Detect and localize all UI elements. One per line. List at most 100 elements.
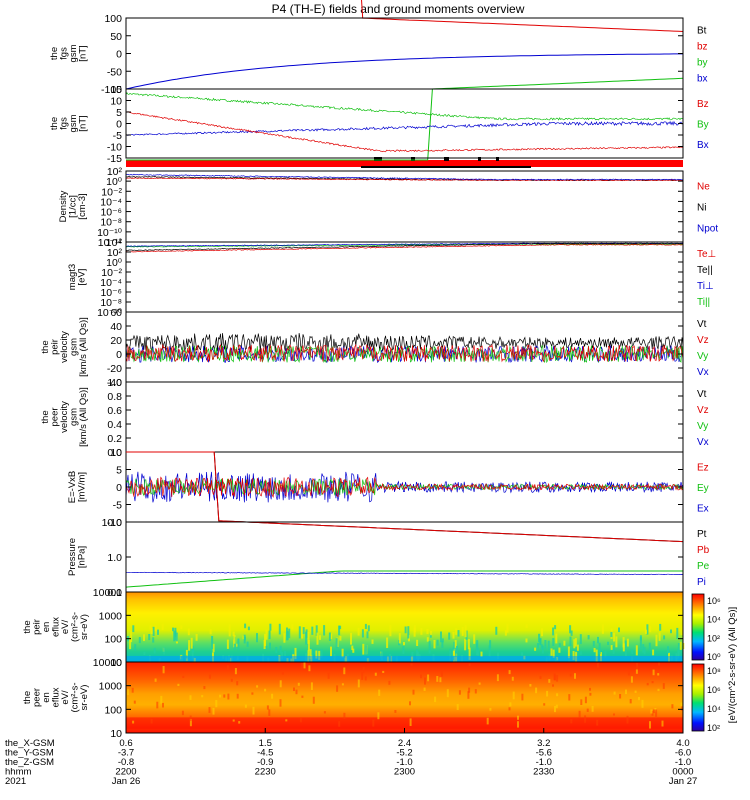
- spectrogram-texture: [543, 703, 546, 706]
- spectrogram-texture: [330, 633, 333, 640]
- spectrogram-texture: [362, 667, 365, 673]
- spectrogram-texture: [454, 647, 457, 657]
- spectrogram-texture: [303, 662, 306, 669]
- spectrogram-texture: [161, 623, 164, 630]
- spectrogram-texture: [309, 649, 312, 660]
- spectrogram-texture: [598, 642, 601, 654]
- spectrogram-texture: [556, 674, 559, 682]
- spectrogram-texture: [307, 650, 310, 656]
- series-Te-par: [125, 242, 683, 251]
- spectrogram-texture: [265, 629, 268, 640]
- spectrogram-texture: [242, 635, 245, 640]
- y-tick-label: 0: [116, 349, 122, 361]
- spectrogram-texture: [436, 639, 439, 646]
- spectrogram-texture: [584, 696, 587, 704]
- panel-peir_spec: 10000 1000 100 10 thepeirenefluxeV/(cm²-s-sr…: [22, 587, 721, 670]
- spectrogram-texture: [394, 710, 397, 713]
- spectrogram-texture: [153, 647, 156, 654]
- colorbar-tick-label: 10⁶: [707, 685, 721, 695]
- spectrogram-texture: [579, 634, 582, 645]
- y-tick-label: 50: [110, 31, 122, 43]
- legend-Bt: Bt: [697, 25, 707, 36]
- spectrogram-texture: [294, 647, 297, 660]
- legend-Vt: Vt: [697, 319, 707, 330]
- spectrogram-texture: [187, 628, 190, 636]
- x-tick-label: 0.6: [119, 738, 132, 749]
- spectrogram-texture: [679, 641, 682, 650]
- spectrogram-texture: [456, 704, 459, 710]
- y-tick-label: 10⁻¹⁰: [97, 227, 123, 239]
- spectrogram-texture: [244, 704, 247, 708]
- spectrogram-texture: [226, 639, 229, 649]
- legend-bx: bx: [697, 74, 708, 85]
- spectrogram-texture: [160, 695, 163, 704]
- x-tick-label: -0.8: [118, 757, 134, 768]
- y-axis-label: magt3[eV]: [67, 264, 88, 290]
- spectrogram-texture: [279, 699, 282, 707]
- spectrogram-texture: [572, 651, 575, 661]
- y-axis-label-line: eflux: [51, 687, 62, 707]
- colorbar-tick-label: 10⁶: [707, 596, 721, 606]
- spectrogram-texture: [398, 633, 401, 644]
- legend-Vy: Vy: [697, 351, 708, 362]
- spectrogram-texture: [558, 643, 561, 649]
- y-tick-label: 10⁻¹²: [98, 237, 123, 249]
- spectrogram-low-band: [126, 656, 683, 662]
- spectrogram-texture: [268, 630, 271, 640]
- spectrogram-texture: [554, 706, 556, 713]
- legend-Vy: Vy: [697, 421, 708, 432]
- spectrogram-texture: [670, 629, 672, 634]
- spectrogram-texture: [552, 627, 555, 636]
- spectrogram-texture: [297, 682, 300, 686]
- spectrogram-texture: [362, 643, 365, 655]
- spectrogram-texture: [182, 675, 185, 678]
- spectrogram-texture: [511, 676, 514, 681]
- spectrogram-texture: [378, 689, 381, 696]
- legend-Vz: Vz: [697, 335, 709, 346]
- spectrogram-texture: [281, 652, 284, 660]
- spectrogram-texture: [658, 632, 661, 641]
- spectrogram-texture: [655, 634, 658, 647]
- spectrogram-texture: [181, 710, 184, 716]
- spectrogram-texture: [226, 665, 229, 672]
- spectrogram-texture: [190, 637, 193, 649]
- spectrogram-texture: [538, 633, 541, 643]
- spectrogram-texture: [563, 640, 566, 646]
- y-tick-label: 10: [110, 728, 122, 740]
- legend-Vx: Vx: [697, 367, 709, 378]
- spectrogram-texture: [452, 631, 455, 639]
- spectrogram-texture: [517, 715, 519, 720]
- x-tick-label: -1.0: [536, 757, 552, 768]
- spectrogram-texture: [404, 626, 407, 634]
- spectrogram-texture: [246, 641, 249, 647]
- spectrogram-texture: [680, 702, 683, 707]
- spectrogram-texture: [677, 643, 680, 656]
- spectrogram-texture: [388, 680, 391, 685]
- spectrogram-texture: [188, 640, 191, 651]
- y-axis-label-line: peer: [50, 407, 61, 426]
- spectrogram-texture: [256, 633, 258, 643]
- spectrogram-texture: [595, 649, 598, 662]
- spectrogram-texture: [476, 640, 479, 649]
- spectrogram-texture: [180, 625, 183, 630]
- series-Npot: [125, 173, 684, 181]
- spectrogram-low-band: [126, 717, 683, 729]
- spectrogram-texture: [556, 693, 559, 697]
- spectrogram-texture: [541, 645, 544, 654]
- spectrogram-texture: [315, 650, 318, 659]
- spectrogram-texture: [449, 648, 452, 662]
- y-tick-label: 100: [104, 13, 122, 25]
- spectrogram-texture: [618, 627, 620, 633]
- mode-bar-mark: [478, 157, 481, 161]
- spectrogram-texture: [426, 637, 429, 642]
- spectrogram-texture: [372, 719, 375, 727]
- spectrogram-texture: [133, 700, 136, 704]
- y-axis-label-line: the: [22, 691, 33, 704]
- spectrogram-texture: [550, 648, 553, 656]
- legend-Bz: Bz: [697, 99, 709, 110]
- spectrogram-texture: [233, 635, 236, 644]
- y-tick-label: 10: [110, 657, 122, 669]
- spectrogram-texture: [651, 710, 654, 716]
- spectrogram-texture: [540, 644, 543, 650]
